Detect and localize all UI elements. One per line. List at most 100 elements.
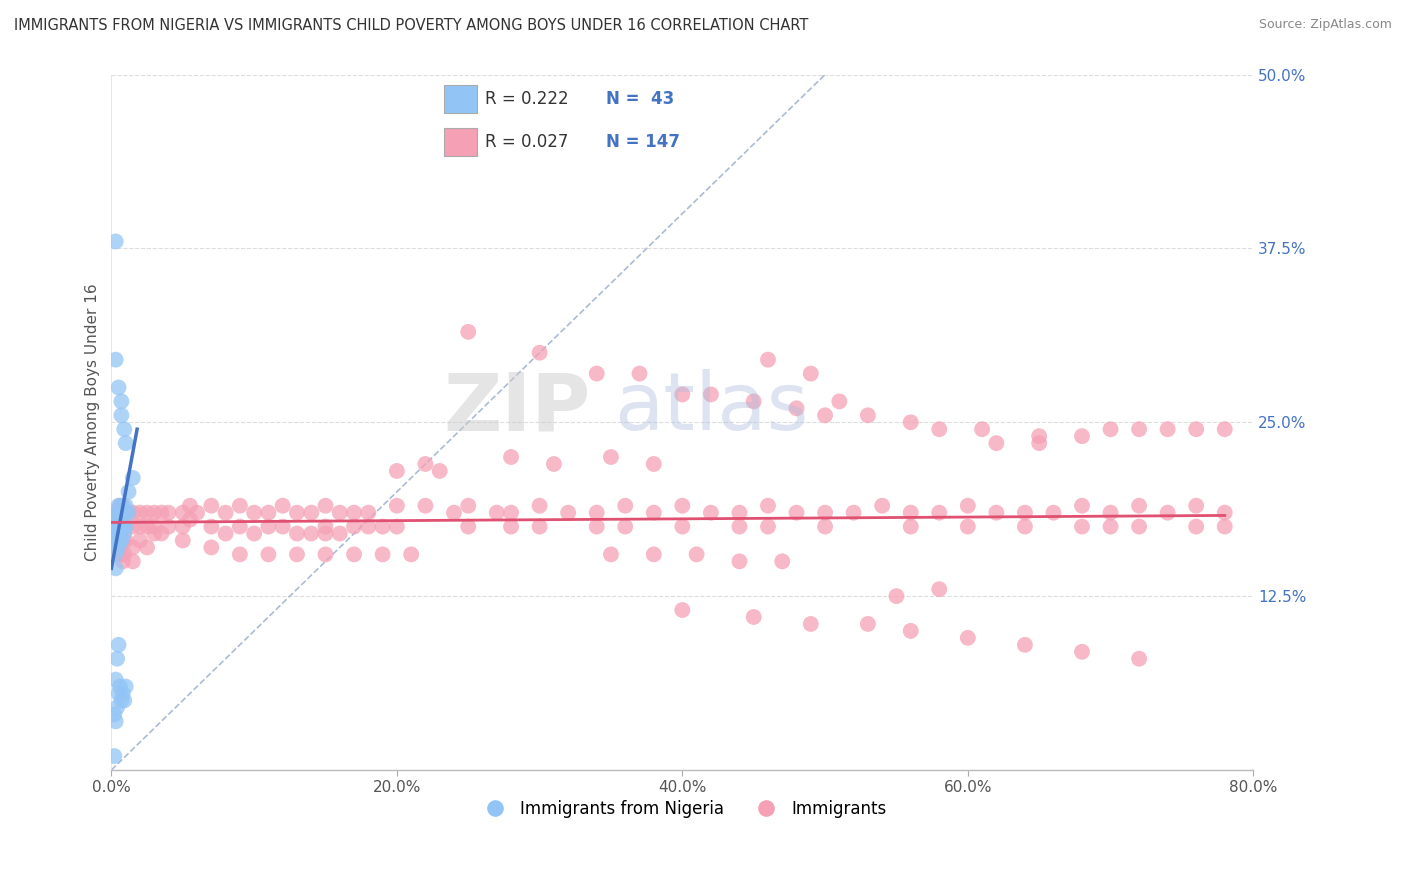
Point xyxy=(157,519,180,533)
Point xyxy=(770,554,793,568)
Point xyxy=(110,394,132,409)
Point xyxy=(756,499,779,513)
Point xyxy=(315,519,337,533)
Point xyxy=(1028,436,1050,450)
Point xyxy=(114,519,136,533)
Point xyxy=(315,548,337,562)
Point xyxy=(105,700,128,714)
Point xyxy=(105,519,128,533)
Point xyxy=(457,519,479,533)
Point xyxy=(200,499,222,513)
Point xyxy=(110,409,132,423)
Point xyxy=(1213,422,1236,436)
Point xyxy=(105,651,128,665)
Point xyxy=(111,554,134,568)
Point xyxy=(112,526,135,541)
Point xyxy=(107,513,129,527)
FancyBboxPatch shape xyxy=(444,128,477,156)
Point xyxy=(108,499,131,513)
FancyBboxPatch shape xyxy=(444,85,477,113)
Point xyxy=(529,519,551,533)
Point xyxy=(108,506,131,520)
Point xyxy=(1156,506,1178,520)
Point xyxy=(315,526,337,541)
Point xyxy=(104,519,127,533)
Point xyxy=(136,506,159,520)
Point xyxy=(315,499,337,513)
Point xyxy=(172,506,194,520)
Point xyxy=(104,533,127,548)
Point xyxy=(1099,519,1122,533)
Point xyxy=(357,519,380,533)
Point xyxy=(700,506,723,520)
Point xyxy=(986,436,1008,450)
Point xyxy=(111,499,134,513)
Point xyxy=(112,693,135,707)
Point xyxy=(842,506,865,520)
Point xyxy=(457,325,479,339)
Point xyxy=(643,548,665,562)
Point xyxy=(105,533,128,548)
Point xyxy=(107,380,129,394)
Point xyxy=(499,506,522,520)
Point xyxy=(117,484,139,499)
Point xyxy=(121,519,143,533)
Point xyxy=(110,519,132,533)
Point xyxy=(415,457,437,471)
Point xyxy=(343,519,366,533)
Point xyxy=(214,526,236,541)
Point xyxy=(900,415,922,429)
Point xyxy=(110,506,132,520)
Point xyxy=(271,499,294,513)
Point xyxy=(112,548,135,562)
Point xyxy=(1014,519,1036,533)
Point xyxy=(179,513,201,527)
Point xyxy=(628,367,651,381)
Point xyxy=(104,352,127,367)
Point xyxy=(108,526,131,541)
Point xyxy=(856,616,879,631)
Point xyxy=(1185,422,1208,436)
Point xyxy=(157,506,180,520)
Point xyxy=(756,519,779,533)
Point xyxy=(800,616,823,631)
Point xyxy=(900,624,922,638)
Point xyxy=(107,638,129,652)
Point xyxy=(357,506,380,520)
Text: IMMIGRANTS FROM NIGERIA VS IMMIGRANTS CHILD POVERTY AMONG BOYS UNDER 16 CORRELAT: IMMIGRANTS FROM NIGERIA VS IMMIGRANTS CH… xyxy=(14,18,808,33)
Point xyxy=(299,526,322,541)
Point xyxy=(136,541,159,555)
Point xyxy=(543,457,565,471)
Point xyxy=(1099,506,1122,520)
Point xyxy=(117,506,139,520)
Point xyxy=(104,673,127,687)
Point xyxy=(385,499,408,513)
Point xyxy=(371,519,394,533)
Point xyxy=(285,526,308,541)
Point xyxy=(200,541,222,555)
Point xyxy=(143,526,166,541)
Point xyxy=(105,506,128,520)
Point xyxy=(111,533,134,548)
Point xyxy=(856,409,879,423)
Point xyxy=(786,401,808,416)
Point xyxy=(1042,506,1064,520)
Point xyxy=(136,519,159,533)
Text: N = 147: N = 147 xyxy=(606,133,681,151)
Point xyxy=(786,506,808,520)
Point xyxy=(742,394,765,409)
Point xyxy=(1028,429,1050,443)
Point xyxy=(214,506,236,520)
Point xyxy=(108,513,131,527)
Point xyxy=(814,519,837,533)
Point xyxy=(585,519,607,533)
Point xyxy=(1185,499,1208,513)
Point xyxy=(257,548,280,562)
Text: Source: ZipAtlas.com: Source: ZipAtlas.com xyxy=(1258,18,1392,31)
Point xyxy=(111,519,134,533)
Point xyxy=(107,506,129,520)
Point xyxy=(1128,651,1150,665)
Point xyxy=(121,506,143,520)
Point xyxy=(557,506,579,520)
Point xyxy=(671,387,693,401)
